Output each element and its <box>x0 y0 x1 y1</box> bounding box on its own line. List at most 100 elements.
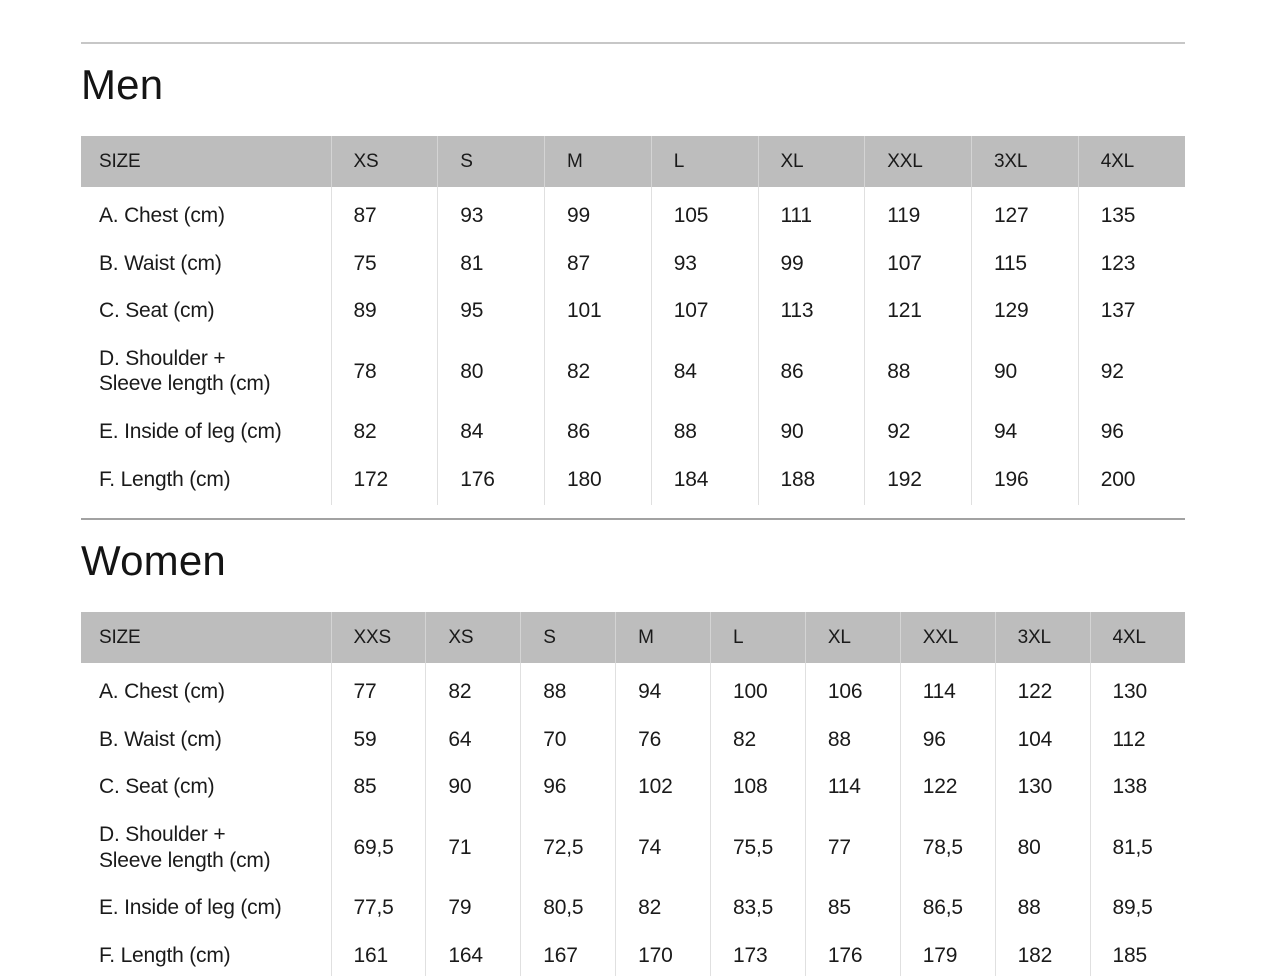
value-cell: 88 <box>520 663 616 716</box>
value-cell: 105 <box>650 187 758 240</box>
value-cell: 172 <box>330 455 438 506</box>
row-label: A. Chest (cm) <box>99 204 225 227</box>
value-cell: 82 <box>425 663 521 716</box>
value-cell: 107 <box>864 239 972 288</box>
value-cell: 81 <box>437 239 545 288</box>
table-row: C. Seat (cm) 85 90 96 102 108 114 122 130 138 <box>81 763 1185 812</box>
value-cell: 96 <box>1077 408 1185 456</box>
value-cell: 64 <box>425 715 521 764</box>
table-row: F. Length (cm) 161 164 167 170 173 176 179 182 18… <box>81 931 1185 976</box>
value-cell: 89 <box>330 287 438 335</box>
header-cell-xxs: XXS <box>330 612 426 664</box>
row-label: B. Waist (cm) <box>99 251 222 275</box>
value-cell: 82 <box>615 884 711 932</box>
header-cell-l: L <box>710 612 806 664</box>
value-cell: 108 <box>710 763 806 812</box>
value-cell: 90 <box>757 408 865 456</box>
value-cell: 161 <box>330 931 426 976</box>
header-cell-size: SIZE <box>81 612 331 664</box>
value-cell: 80,5 <box>520 884 616 932</box>
row-label: F. Length (cm) <box>99 467 231 491</box>
header-cell-l: L <box>650 136 758 187</box>
value-cell: 71 <box>425 811 521 885</box>
value-cell: 72,5 <box>520 811 616 885</box>
value-cell: 82 <box>330 408 438 456</box>
value-cell: 88 <box>864 334 972 409</box>
table-row: B. Waist (cm) 75 81 87 93 99 107 115 123 <box>81 239 1185 288</box>
row-label: E. Inside of leg (cm) <box>99 420 282 444</box>
value-cell: 127 <box>971 187 1079 240</box>
header-cell-s: S <box>437 136 545 187</box>
value-cell: 137 <box>1077 287 1185 335</box>
value-cell: 92 <box>1077 334 1185 409</box>
value-cell: 119 <box>864 187 972 240</box>
value-cell: 135 <box>1077 187 1185 240</box>
value-cell: 85 <box>330 763 426 812</box>
value-cell: 87 <box>544 239 652 288</box>
value-cell: 104 <box>994 715 1090 764</box>
value-cell: 90 <box>971 334 1079 409</box>
header-cell-xxl: XXL <box>899 612 996 664</box>
table-row: F. Length (cm) 172 176 180 184 188 192 196 200 <box>81 455 1185 506</box>
section-title-women: Women <box>81 537 226 585</box>
value-cell: 114 <box>804 763 901 812</box>
value-cell: 114 <box>899 663 996 716</box>
header-cell-m: M <box>615 612 711 664</box>
section-divider <box>81 518 1185 521</box>
header-cell-m: M <box>544 136 652 187</box>
value-cell: 107 <box>650 287 758 335</box>
value-cell: 94 <box>615 663 711 716</box>
size-table-body: A. Chest (cm) 87 93 99 105 111 119 127 135 B. Wai… <box>81 187 1185 506</box>
value-cell: 77 <box>330 663 426 716</box>
row-label: C. Seat (cm) <box>99 775 215 799</box>
value-cell: 99 <box>757 239 865 288</box>
value-cell: 70 <box>520 715 616 764</box>
value-cell: 123 <box>1077 239 1185 288</box>
value-cell: 80 <box>994 811 1090 885</box>
value-cell: 95 <box>437 287 545 335</box>
value-cell: 106 <box>804 663 901 716</box>
row-label: F. Length (cm) <box>99 943 231 967</box>
row-label: D. Shoulder + Sleeve length (cm) <box>99 346 271 396</box>
value-cell: 185 <box>1089 931 1185 976</box>
value-cell: 86 <box>544 408 652 456</box>
top-divider <box>81 42 1185 44</box>
row-label: D. Shoulder + Sleeve length (cm) <box>99 823 271 872</box>
value-cell: 94 <box>971 408 1079 456</box>
header-cell-3xl: 3XL <box>994 612 1090 664</box>
value-cell: 92 <box>864 408 972 456</box>
value-cell: 74 <box>615 811 711 885</box>
header-cell-4xl: 4XL <box>1077 136 1185 187</box>
header-cell-xxl: XXL <box>864 136 972 187</box>
value-cell: 75,5 <box>710 811 806 885</box>
value-cell: 81,5 <box>1089 811 1185 885</box>
value-cell: 89,5 <box>1089 884 1185 932</box>
value-cell: 182 <box>994 931 1090 976</box>
row-label: E. Inside of leg (cm) <box>99 896 282 920</box>
header-row: SIZE XXS XS S M L XL XXL 3XL 4XL <box>81 612 1185 664</box>
value-cell: 184 <box>650 455 758 506</box>
value-cell: 88 <box>804 715 901 764</box>
table-row: D. Shoulder + Sleeve length (cm) 69,5 71 72… <box>81 811 1185 885</box>
header-cell-s: S <box>520 612 616 664</box>
value-cell: 87 <box>330 187 438 240</box>
value-cell: 75 <box>330 239 438 288</box>
value-cell: 112 <box>1089 715 1185 764</box>
table-row: A. Chest (cm) 87 93 99 105 111 119 127 135 <box>81 187 1185 240</box>
value-cell: 121 <box>864 287 972 335</box>
size-section-women: Women SIZE XXS XS S M L XL XXL 3XL 4XL A. Chest (… <box>81 540 1185 976</box>
value-cell: 173 <box>710 931 806 976</box>
value-cell: 100 <box>710 663 806 716</box>
header-row: SIZE XS S M L XL XXL 3XL 4XL <box>81 136 1185 187</box>
value-cell: 96 <box>899 715 996 764</box>
value-cell: 122 <box>899 763 996 812</box>
value-cell: 77 <box>804 811 901 885</box>
table-row: E. Inside of leg (cm) 77,5 79 80,5 82 83,5 85 8… <box>81 884 1185 932</box>
value-cell: 111 <box>757 187 865 240</box>
value-cell: 101 <box>544 287 652 335</box>
row-label: C. Seat (cm) <box>99 299 215 323</box>
value-cell: 129 <box>971 287 1079 335</box>
table-row: D. Shoulder + Sleeve length (cm) 78 80 82 84… <box>81 334 1185 409</box>
value-cell: 84 <box>650 334 758 409</box>
